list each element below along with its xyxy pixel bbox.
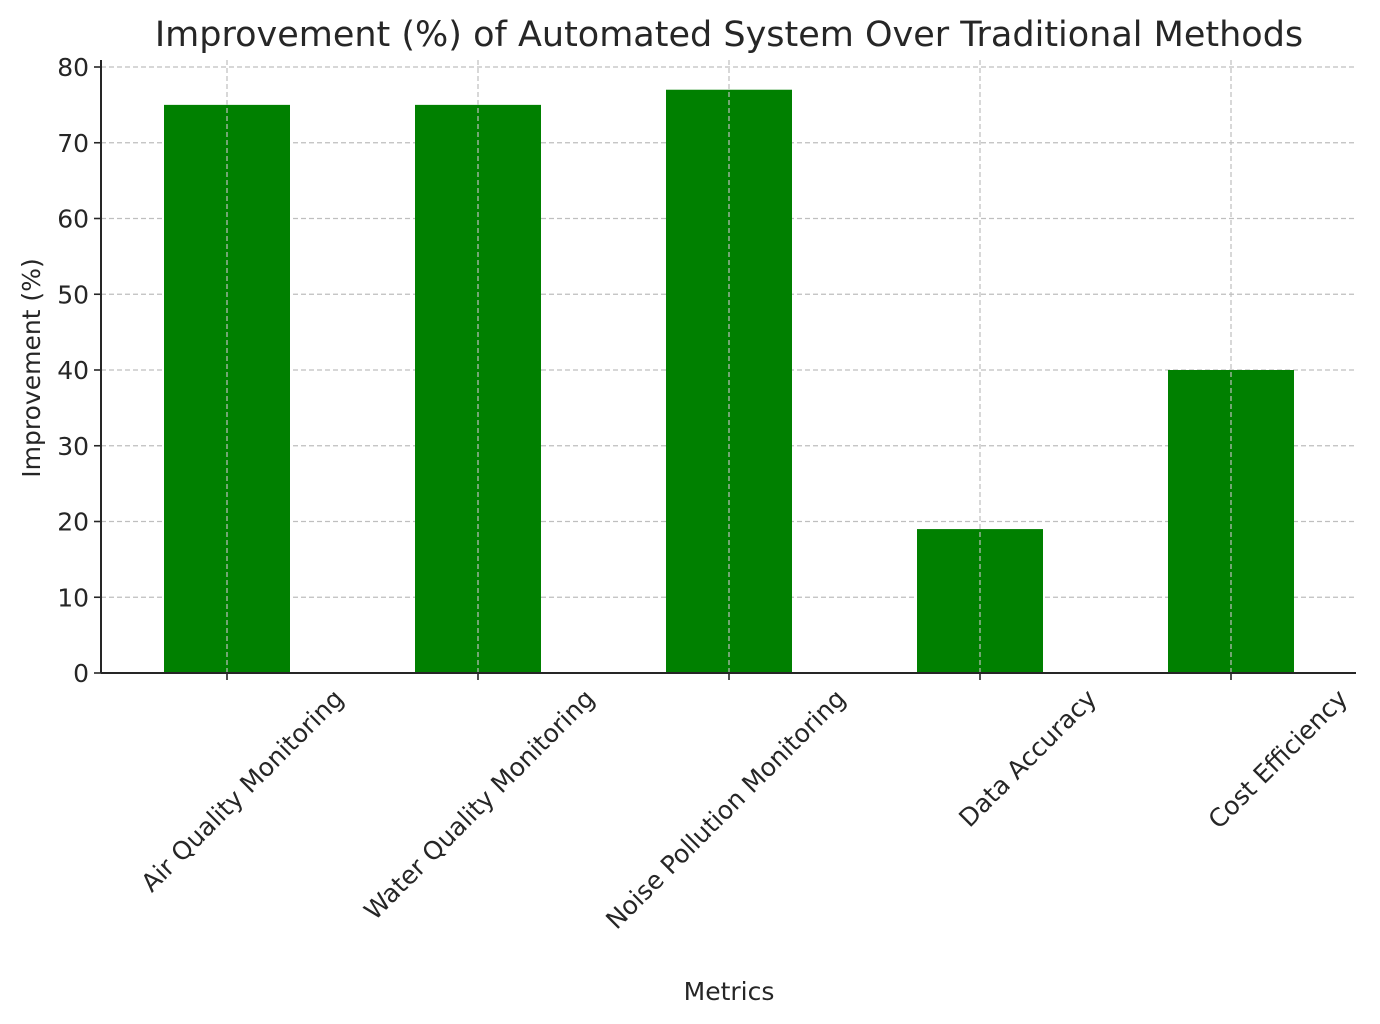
x-tick-label: Cost Efficiency [1203, 684, 1354, 835]
x-axis-label: Metrics [684, 977, 775, 1006]
y-tick-label: 60 [57, 205, 89, 234]
x-tick-label: Noise Pollution Monitoring [600, 684, 851, 935]
y-tick-label: 10 [57, 583, 89, 612]
x-tick-label: Air Quality Monitoring [136, 684, 350, 898]
y-tick-label: 30 [57, 432, 89, 461]
y-tick-labels: 0 10 20 30 40 50 60 70 80 [57, 53, 89, 688]
x-tick-label: Water Quality Monitoring [359, 684, 601, 926]
y-axis-label: Improvement (%) [17, 258, 46, 477]
x-tick-labels: Air Quality Monitoring Water Quality Moni… [136, 684, 1354, 935]
x-tick-label: Data Accuracy [953, 684, 1102, 833]
y-tick-label: 50 [57, 280, 89, 309]
y-tick-label: 20 [57, 508, 89, 537]
chart-title: Improvement (%) of Automated System Over… [155, 15, 1303, 55]
y-tick-label: 0 [73, 659, 89, 688]
y-tick-label: 40 [57, 356, 89, 385]
bar [917, 529, 1043, 673]
axes [94, 60, 1356, 680]
x-grid-lines [226, 60, 1232, 673]
y-tick-label: 80 [57, 53, 89, 82]
y-tick-label: 70 [57, 129, 89, 158]
